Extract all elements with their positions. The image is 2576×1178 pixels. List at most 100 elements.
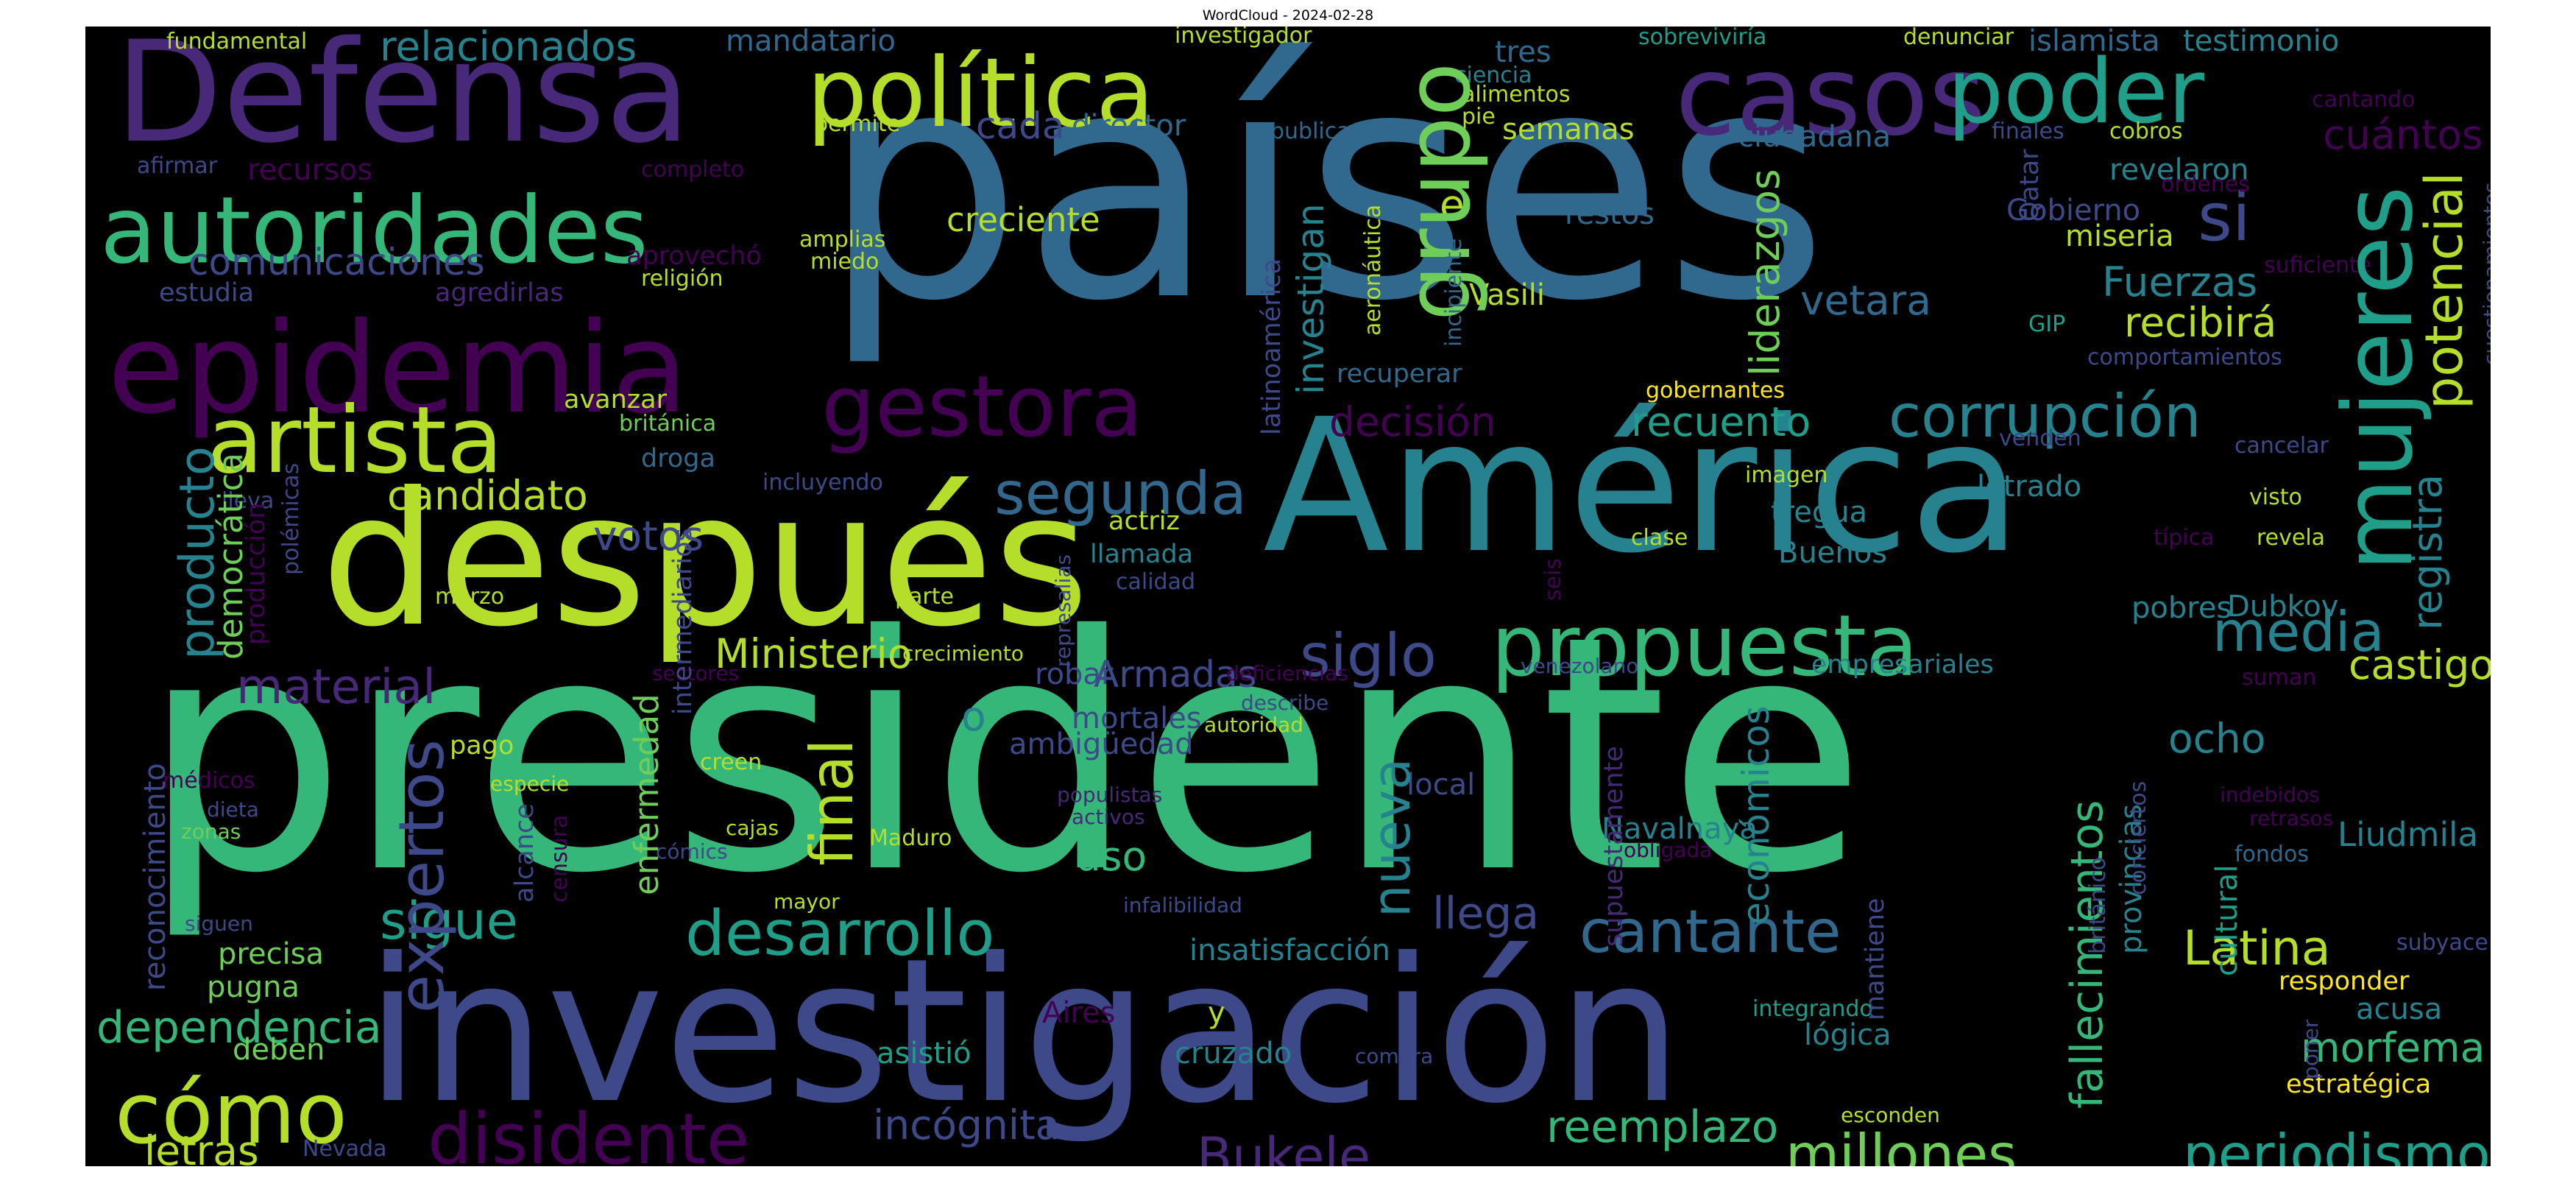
word-35: reemplazo — [1546, 1101, 1779, 1153]
word-162: Nevada — [302, 1136, 387, 1162]
word-186: reconocimiento — [138, 763, 172, 991]
word-119: revela — [2257, 525, 2326, 551]
word-22: periodismo — [2183, 1122, 2491, 1167]
word-58: asistió — [877, 1037, 972, 1071]
word-177: británico — [2085, 856, 2111, 954]
word-161: obligada — [1624, 838, 1713, 862]
word-181: expertos — [386, 739, 459, 1013]
word-151: y — [1208, 996, 1225, 1030]
word-40: cuántos — [2323, 111, 2483, 158]
word-139: médicos — [163, 768, 255, 794]
word-163: o — [961, 693, 986, 740]
word-49: final — [798, 738, 866, 866]
word-11: poder — [1947, 41, 2204, 144]
word-62: Navalnaya — [1602, 812, 1758, 846]
word-29: dependencia — [96, 1002, 382, 1054]
word-37: castigo — [2349, 641, 2491, 688]
word-50: llega — [1432, 888, 1540, 939]
word-125: suficiente — [2264, 253, 2372, 278]
word-114: lleva — [222, 488, 275, 514]
word-56: pugna — [207, 970, 300, 1004]
word-64: Dubkov — [2227, 590, 2339, 624]
word-8: autoridades — [100, 177, 648, 284]
word-21: millones — [1786, 1122, 2017, 1167]
word-72: robar — [1035, 657, 1114, 691]
word-173: fallecimientos — [2062, 800, 2113, 1109]
word-76: droga — [641, 444, 715, 473]
word-172: económicos — [1735, 705, 1777, 925]
word-54: letras — [144, 1127, 259, 1167]
word-69: ambigüedad — [1009, 727, 1194, 761]
word-176: mantiene — [1861, 897, 1890, 1020]
word-82: semanas — [1502, 113, 1635, 147]
word-108: completo — [641, 157, 745, 183]
word-32: Ministerio — [715, 630, 913, 677]
word-98: publicada — [1270, 119, 1379, 144]
word-7: epidemia — [107, 296, 689, 442]
word-146: activos — [1072, 805, 1145, 829]
word-36: incógnita — [873, 1101, 1061, 1149]
word-149: siguen — [185, 911, 253, 936]
word-89: mandatario — [726, 27, 896, 58]
word-124: GIP — [2028, 311, 2066, 337]
word-152: compra — [1355, 1044, 1434, 1068]
word-46: cada — [976, 105, 1065, 147]
word-63: empresariales — [1811, 650, 1994, 680]
word-94: cantando — [2312, 87, 2416, 113]
word-34: morfema — [2301, 1024, 2485, 1071]
word-10: política — [807, 37, 1155, 149]
word-67: Buenos — [1778, 536, 1888, 570]
word-83: restos — [1565, 197, 1655, 231]
word-91: islamista — [2028, 27, 2160, 58]
word-77: Vasili — [1469, 278, 1545, 312]
word-53: acusa — [2356, 992, 2443, 1026]
word-75: avanzar — [564, 385, 667, 415]
word-180: nueva — [1362, 758, 1422, 917]
word-74: actriz — [1108, 507, 1180, 536]
word-61: insatisfacción — [1189, 934, 1390, 967]
word-9: artista — [207, 387, 503, 494]
word-19: segunda — [994, 459, 1247, 528]
word-57: deben — [233, 1033, 325, 1067]
word-117: típica — [2154, 525, 2215, 551]
word-5: Defensa — [115, 27, 691, 174]
word-155: responder — [2279, 967, 2410, 996]
word-25: si — [2198, 179, 2251, 256]
word-17: desarrollo — [685, 897, 995, 970]
word-70: mortales — [1072, 702, 1202, 736]
word-105: fundamental — [166, 29, 308, 54]
word-193: incipiente — [1441, 238, 1467, 347]
word-30: candidato — [387, 472, 588, 519]
word-6: casos — [1675, 32, 1986, 161]
word-157: subyace — [2396, 930, 2488, 956]
word-187: enfermedad — [627, 694, 666, 895]
word-68: letrado — [1977, 470, 2082, 504]
word-164: e — [1440, 181, 1465, 228]
word-100: pie — [1462, 104, 1496, 130]
word-191: represalias — [1051, 554, 1075, 667]
word-192: seis — [1540, 557, 1566, 601]
word-23: Bukele — [1197, 1126, 1371, 1166]
word-104: denunciar — [1903, 27, 2014, 50]
word-158: fondos — [2234, 842, 2309, 867]
word-199: poner — [2299, 1019, 2323, 1079]
word-189: alcance — [510, 803, 539, 903]
word-148: infalibilidad — [1123, 893, 1242, 917]
word-26: Latina — [2183, 921, 2331, 976]
word-39: Fuerzas — [2102, 258, 2258, 306]
word-113: incluyendo — [762, 470, 883, 495]
word-190: censura — [547, 814, 573, 903]
word-60: lógica — [1804, 1018, 1892, 1052]
word-132: autoridad — [1204, 713, 1304, 737]
word-42: vetara — [1800, 277, 1931, 324]
word-66: tregua — [1771, 495, 1868, 529]
word-27: material — [236, 660, 436, 715]
word-169: liderazgos — [1741, 169, 1788, 376]
word-3: América — [1263, 379, 2023, 593]
word-41: recuento — [1631, 398, 1811, 445]
word-184: producción — [241, 502, 271, 645]
wordcloud-panel: países presidente investigación América desp… — [85, 27, 2491, 1166]
word-16: corrupción — [1889, 382, 2201, 451]
word-179: supuestamente — [1599, 746, 1629, 947]
word-178: conciertos — [2126, 780, 2151, 895]
